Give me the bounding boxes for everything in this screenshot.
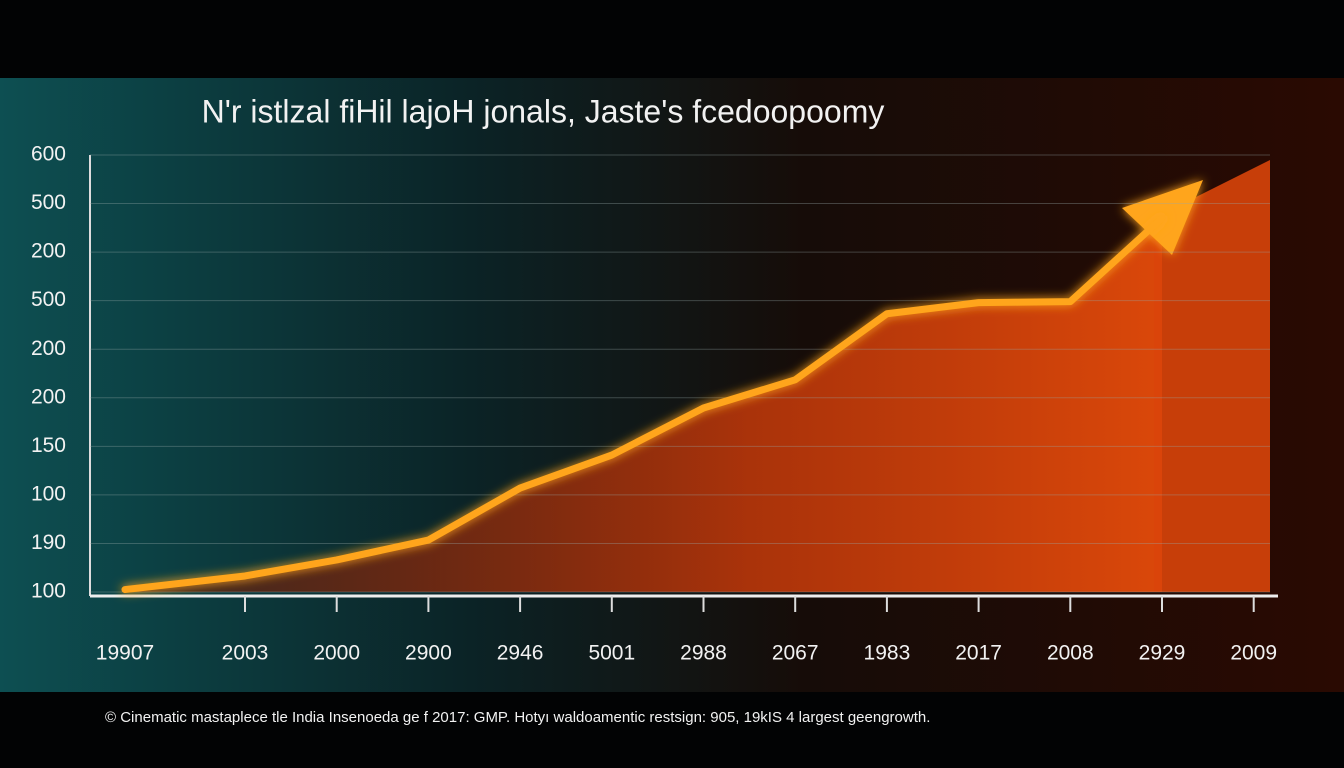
x-tick-label: 2009	[1230, 642, 1277, 665]
x-tick-label: 2000	[313, 642, 360, 665]
x-tick-label: 2988	[680, 642, 727, 665]
area-tail	[1154, 160, 1270, 592]
y-tick-label: 150	[31, 434, 66, 457]
y-tick-label: 200	[31, 385, 66, 408]
area	[125, 218, 1162, 592]
y-tick-label: 200	[31, 240, 66, 263]
x-tick-label: 2900	[405, 642, 452, 665]
y-tick-label: 190	[31, 531, 66, 554]
y-tick-label: 500	[31, 191, 66, 214]
y-tick-label: 100	[31, 482, 66, 505]
x-tick-label: 19907	[96, 642, 154, 665]
y-tick-label: 500	[31, 288, 66, 311]
chart-title: N'r istlzal fiHil lajoH jonals, Jaste's …	[202, 93, 885, 129]
x-tick-label: 1983	[864, 642, 911, 665]
y-tick-label: 200	[31, 337, 66, 360]
x-tick-label: 2946	[497, 642, 544, 665]
x-tick-label: 2008	[1047, 642, 1094, 665]
x-tick-label: 2003	[222, 642, 269, 665]
x-tick-label: 2017	[955, 642, 1002, 665]
x-tick-label: 2067	[772, 642, 819, 665]
y-tick-label: 100	[31, 580, 66, 603]
footnote: © Cinematic mastaplece tle India Insenoe…	[105, 709, 930, 726]
x-tick-label: 5001	[588, 642, 635, 665]
series-line	[121, 214, 1166, 594]
y-tick-label: 600	[31, 143, 66, 166]
x-tick-label: 2929	[1139, 642, 1186, 665]
